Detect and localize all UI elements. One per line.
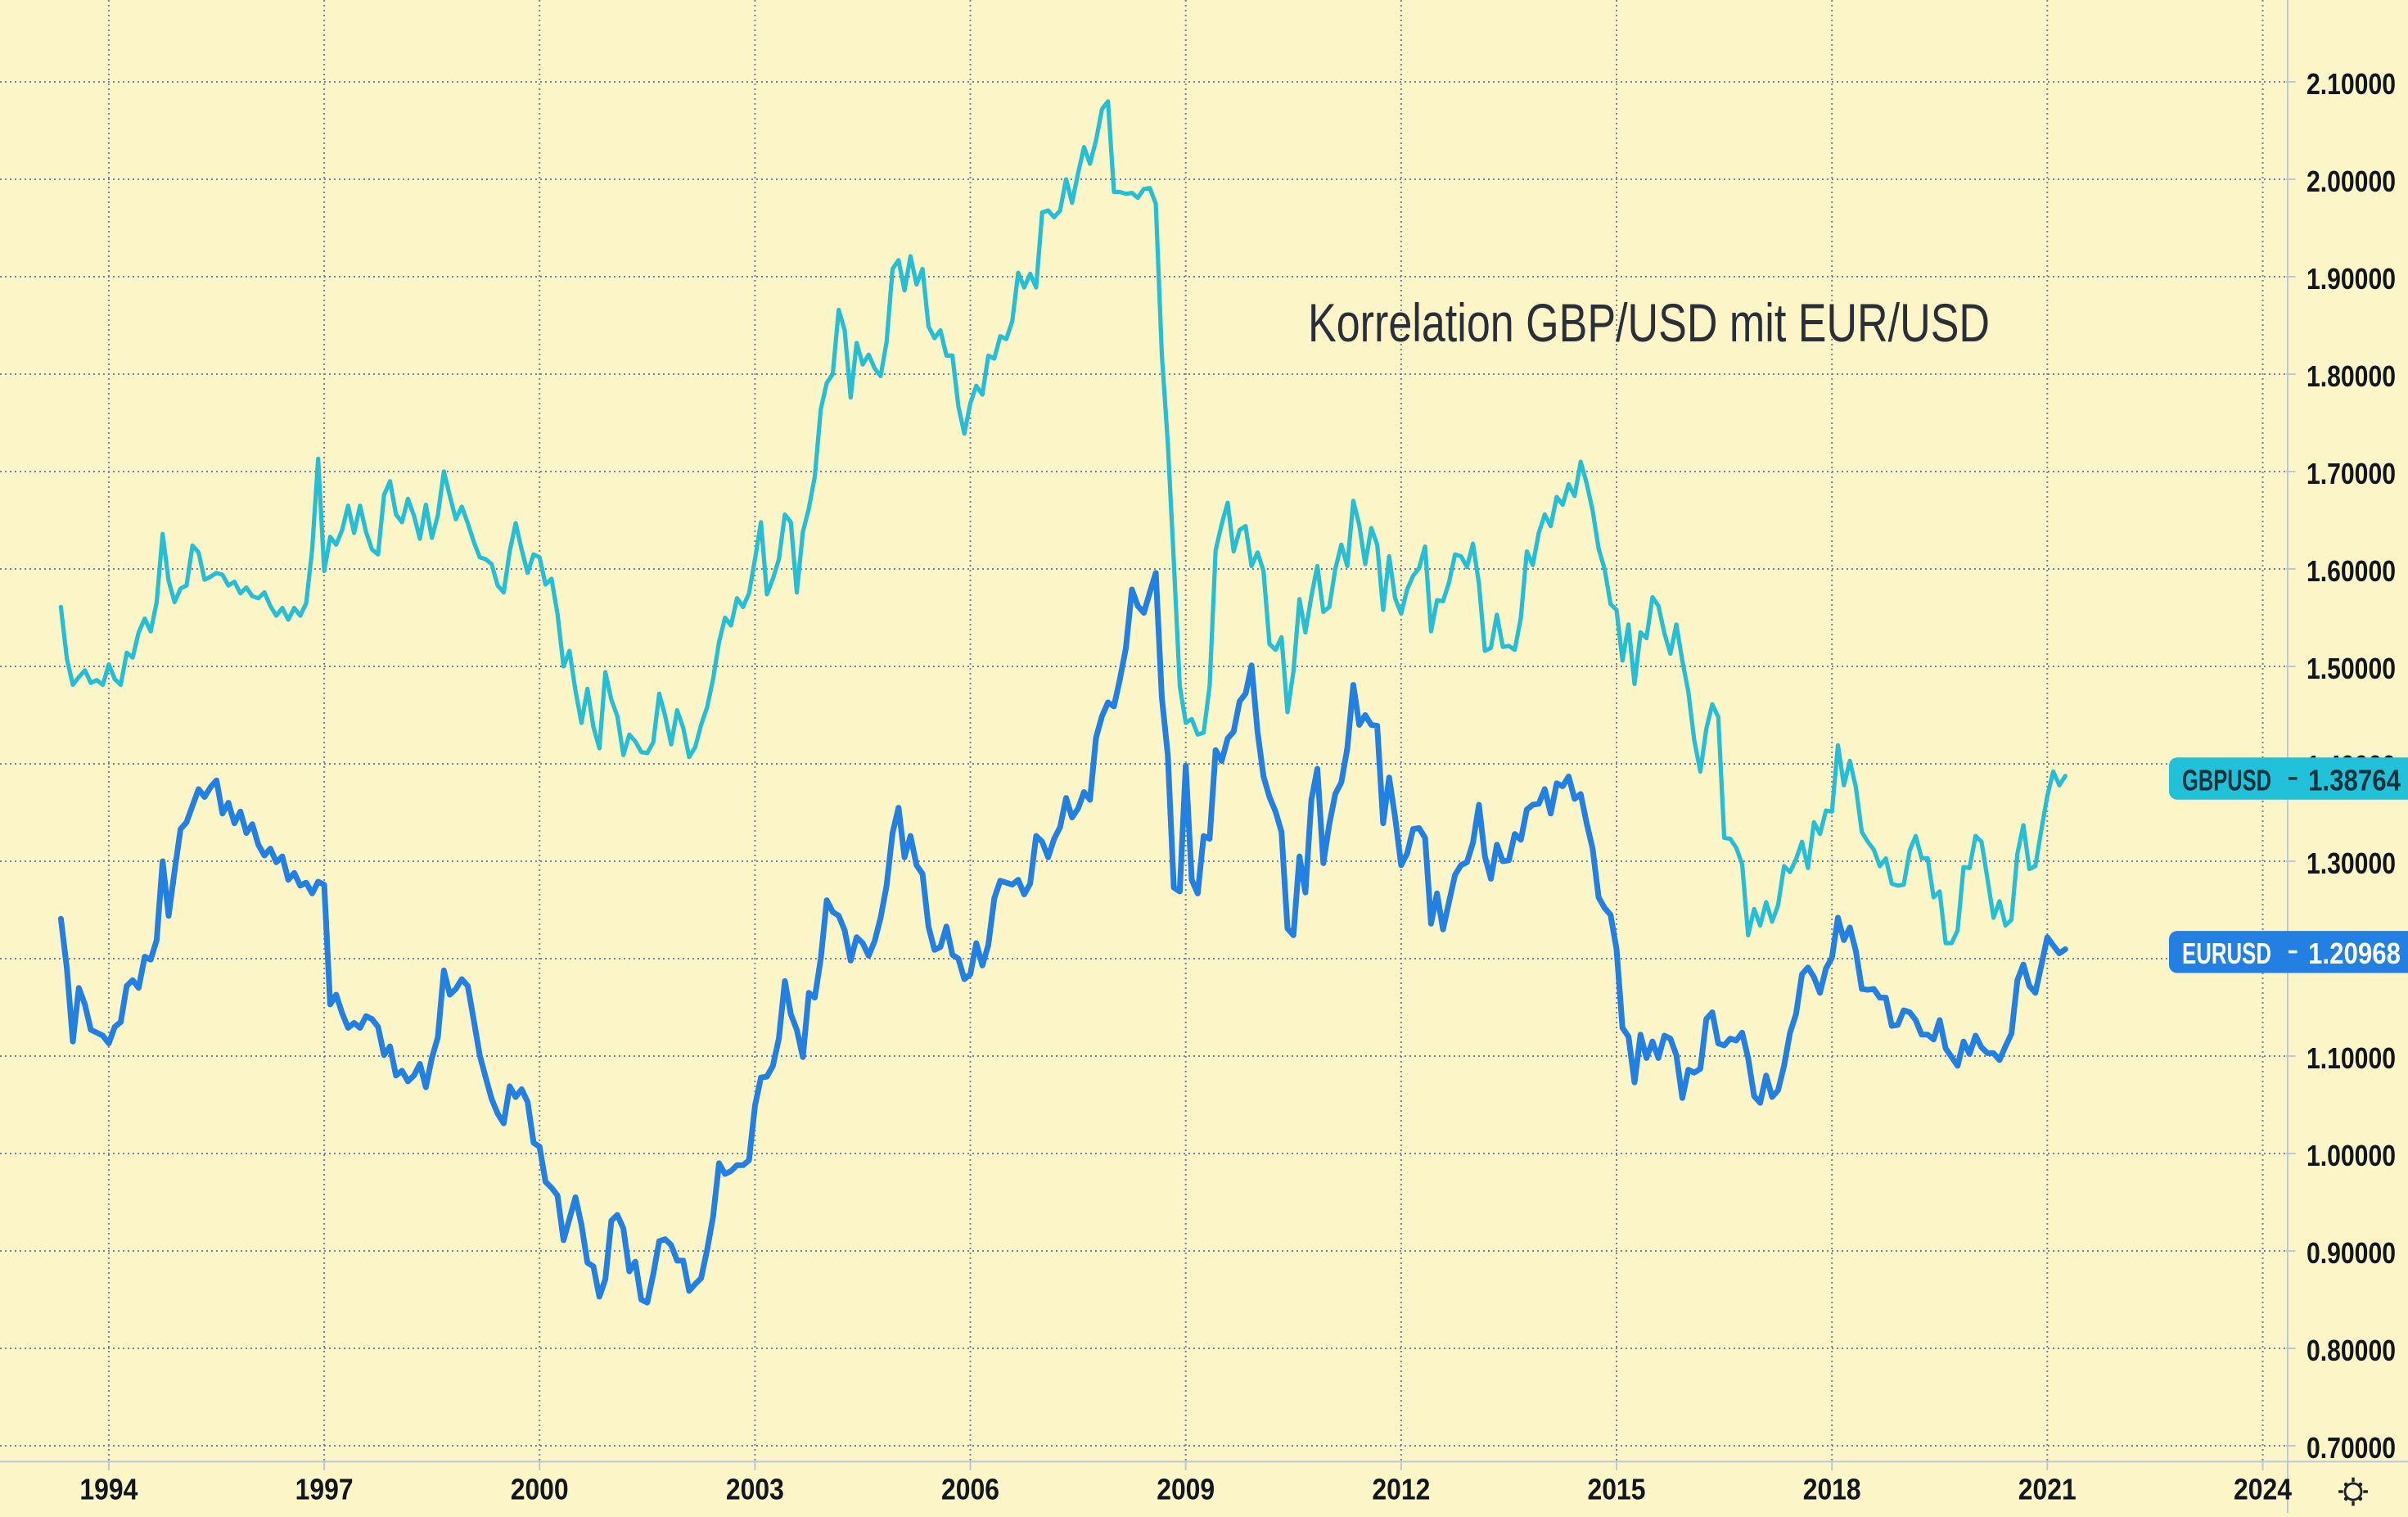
svg-text:1.38764: 1.38764 xyxy=(2308,763,2401,797)
svg-text:2006: 2006 xyxy=(941,1473,999,1506)
svg-text:GBPUSD: GBPUSD xyxy=(2182,763,2271,797)
svg-text:EURUSD: EURUSD xyxy=(2182,937,2271,970)
svg-text:0.70000: 0.70000 xyxy=(2307,1431,2396,1465)
svg-text:2.00000: 2.00000 xyxy=(2307,165,2396,198)
svg-text:1.80000: 1.80000 xyxy=(2307,359,2396,393)
svg-text:0.90000: 0.90000 xyxy=(2307,1236,2396,1270)
svg-text:2021: 2021 xyxy=(2018,1473,2077,1506)
svg-text:1.90000: 1.90000 xyxy=(2307,262,2396,296)
svg-text:2.10000: 2.10000 xyxy=(2307,67,2396,101)
svg-text:1.20968: 1.20968 xyxy=(2308,937,2401,970)
svg-text:1.00000: 1.00000 xyxy=(2307,1139,2396,1172)
svg-text:1.10000: 1.10000 xyxy=(2307,1041,2396,1075)
svg-text:2015: 2015 xyxy=(1588,1473,1646,1506)
svg-text:Korrelation GBP/USD mit EUR/US: Korrelation GBP/USD mit EUR/USD xyxy=(1308,292,1990,353)
svg-text:1.60000: 1.60000 xyxy=(2307,554,2396,588)
svg-text:2009: 2009 xyxy=(1157,1473,1215,1506)
svg-text:2024: 2024 xyxy=(2234,1473,2293,1506)
svg-text:1997: 1997 xyxy=(295,1473,354,1506)
svg-text:2000: 2000 xyxy=(511,1473,569,1506)
svg-text:2003: 2003 xyxy=(726,1473,784,1506)
svg-text:2012: 2012 xyxy=(1372,1473,1430,1506)
svg-text:1994: 1994 xyxy=(79,1473,138,1506)
svg-text:1.50000: 1.50000 xyxy=(2307,652,2396,685)
svg-text:2018: 2018 xyxy=(1803,1473,1861,1506)
svg-text:1.70000: 1.70000 xyxy=(2307,457,2396,490)
svg-text:0.80000: 0.80000 xyxy=(2307,1334,2396,1367)
svg-text:1.30000: 1.30000 xyxy=(2307,847,2396,880)
